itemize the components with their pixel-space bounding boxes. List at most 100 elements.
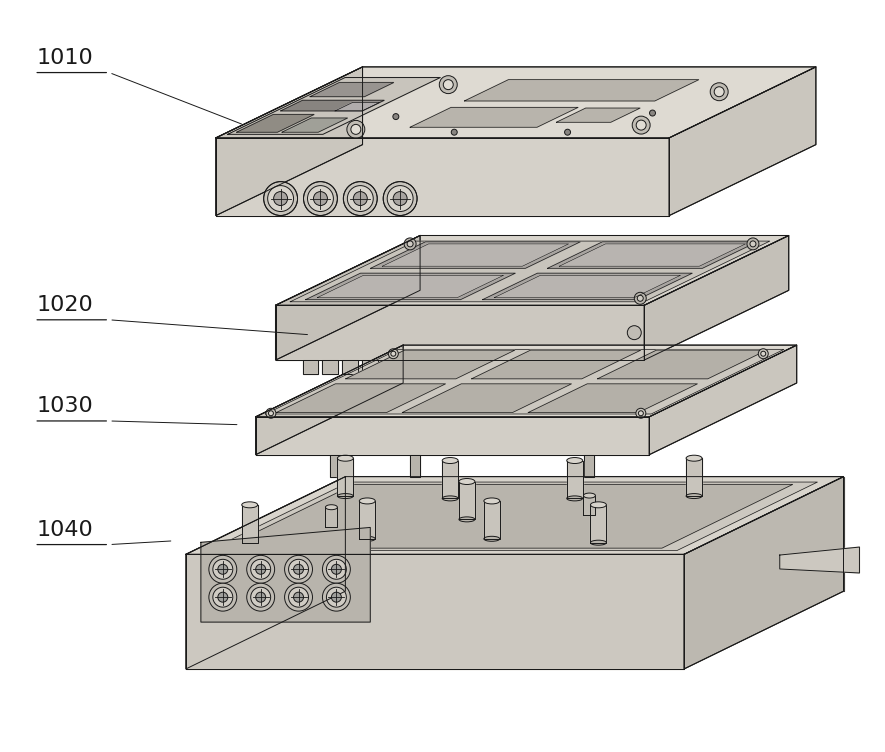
- Circle shape: [761, 351, 766, 356]
- Polygon shape: [780, 547, 859, 573]
- Polygon shape: [330, 455, 341, 477]
- Polygon shape: [548, 242, 758, 268]
- Circle shape: [383, 182, 417, 216]
- Circle shape: [750, 241, 756, 247]
- Polygon shape: [345, 477, 843, 591]
- Circle shape: [327, 559, 346, 579]
- Polygon shape: [256, 417, 650, 455]
- Circle shape: [294, 592, 304, 602]
- Polygon shape: [275, 235, 789, 305]
- Polygon shape: [236, 114, 314, 132]
- Circle shape: [650, 110, 656, 116]
- Ellipse shape: [686, 455, 702, 461]
- Polygon shape: [559, 244, 745, 266]
- Ellipse shape: [337, 455, 353, 461]
- Polygon shape: [209, 482, 818, 550]
- Ellipse shape: [566, 496, 582, 501]
- Circle shape: [347, 186, 373, 211]
- Polygon shape: [275, 305, 644, 360]
- Ellipse shape: [326, 505, 337, 510]
- Polygon shape: [590, 505, 606, 543]
- Polygon shape: [644, 235, 789, 360]
- Polygon shape: [216, 67, 363, 216]
- Circle shape: [209, 555, 237, 584]
- Ellipse shape: [583, 493, 596, 498]
- Polygon shape: [371, 242, 581, 268]
- Circle shape: [393, 192, 407, 205]
- Text: 1010: 1010: [37, 47, 94, 68]
- Circle shape: [285, 555, 312, 584]
- Circle shape: [711, 83, 728, 101]
- Polygon shape: [227, 77, 440, 135]
- Circle shape: [213, 559, 233, 579]
- Polygon shape: [335, 102, 380, 111]
- Polygon shape: [282, 118, 348, 132]
- Polygon shape: [359, 501, 375, 538]
- Circle shape: [285, 584, 312, 611]
- Polygon shape: [322, 360, 338, 374]
- Polygon shape: [584, 455, 595, 477]
- Circle shape: [635, 293, 646, 305]
- Polygon shape: [346, 350, 515, 379]
- Text: 1020: 1020: [37, 295, 94, 315]
- Circle shape: [327, 587, 346, 607]
- Polygon shape: [472, 350, 641, 379]
- Circle shape: [256, 592, 266, 602]
- Ellipse shape: [484, 536, 500, 541]
- Circle shape: [218, 564, 227, 575]
- Polygon shape: [256, 345, 404, 455]
- Polygon shape: [410, 108, 578, 127]
- Text: 1030: 1030: [37, 396, 94, 416]
- Polygon shape: [326, 507, 337, 527]
- Ellipse shape: [359, 536, 375, 541]
- Ellipse shape: [359, 498, 375, 504]
- Polygon shape: [442, 460, 458, 499]
- Circle shape: [389, 349, 398, 359]
- Polygon shape: [224, 484, 793, 548]
- Ellipse shape: [442, 457, 458, 463]
- Circle shape: [264, 182, 297, 216]
- Polygon shape: [684, 477, 843, 669]
- Polygon shape: [266, 350, 784, 414]
- Polygon shape: [303, 360, 319, 374]
- Polygon shape: [557, 108, 640, 123]
- Circle shape: [636, 408, 646, 418]
- Polygon shape: [281, 100, 384, 111]
- Circle shape: [331, 592, 342, 602]
- Polygon shape: [597, 350, 766, 379]
- Circle shape: [213, 587, 233, 607]
- Polygon shape: [482, 273, 692, 300]
- Polygon shape: [650, 345, 796, 455]
- Polygon shape: [528, 384, 697, 413]
- Circle shape: [632, 116, 650, 134]
- Polygon shape: [290, 241, 770, 302]
- Polygon shape: [403, 384, 572, 413]
- Circle shape: [268, 411, 273, 416]
- Circle shape: [273, 192, 288, 205]
- Circle shape: [391, 351, 396, 356]
- Polygon shape: [465, 80, 699, 101]
- Ellipse shape: [566, 457, 582, 463]
- Circle shape: [443, 80, 453, 89]
- Polygon shape: [459, 481, 475, 520]
- Circle shape: [627, 326, 642, 340]
- Polygon shape: [342, 360, 358, 374]
- Polygon shape: [382, 244, 569, 266]
- Circle shape: [638, 411, 643, 416]
- Polygon shape: [275, 235, 420, 360]
- Circle shape: [247, 555, 274, 584]
- Circle shape: [439, 76, 458, 93]
- Circle shape: [322, 555, 350, 584]
- Polygon shape: [484, 501, 500, 538]
- Polygon shape: [583, 496, 596, 515]
- Circle shape: [307, 186, 334, 211]
- Circle shape: [388, 186, 413, 211]
- Circle shape: [407, 241, 413, 247]
- Circle shape: [347, 120, 365, 138]
- Ellipse shape: [484, 498, 500, 504]
- Circle shape: [304, 182, 337, 216]
- Polygon shape: [410, 455, 420, 477]
- Text: 1040: 1040: [37, 520, 94, 540]
- Polygon shape: [186, 554, 684, 669]
- Circle shape: [637, 296, 643, 302]
